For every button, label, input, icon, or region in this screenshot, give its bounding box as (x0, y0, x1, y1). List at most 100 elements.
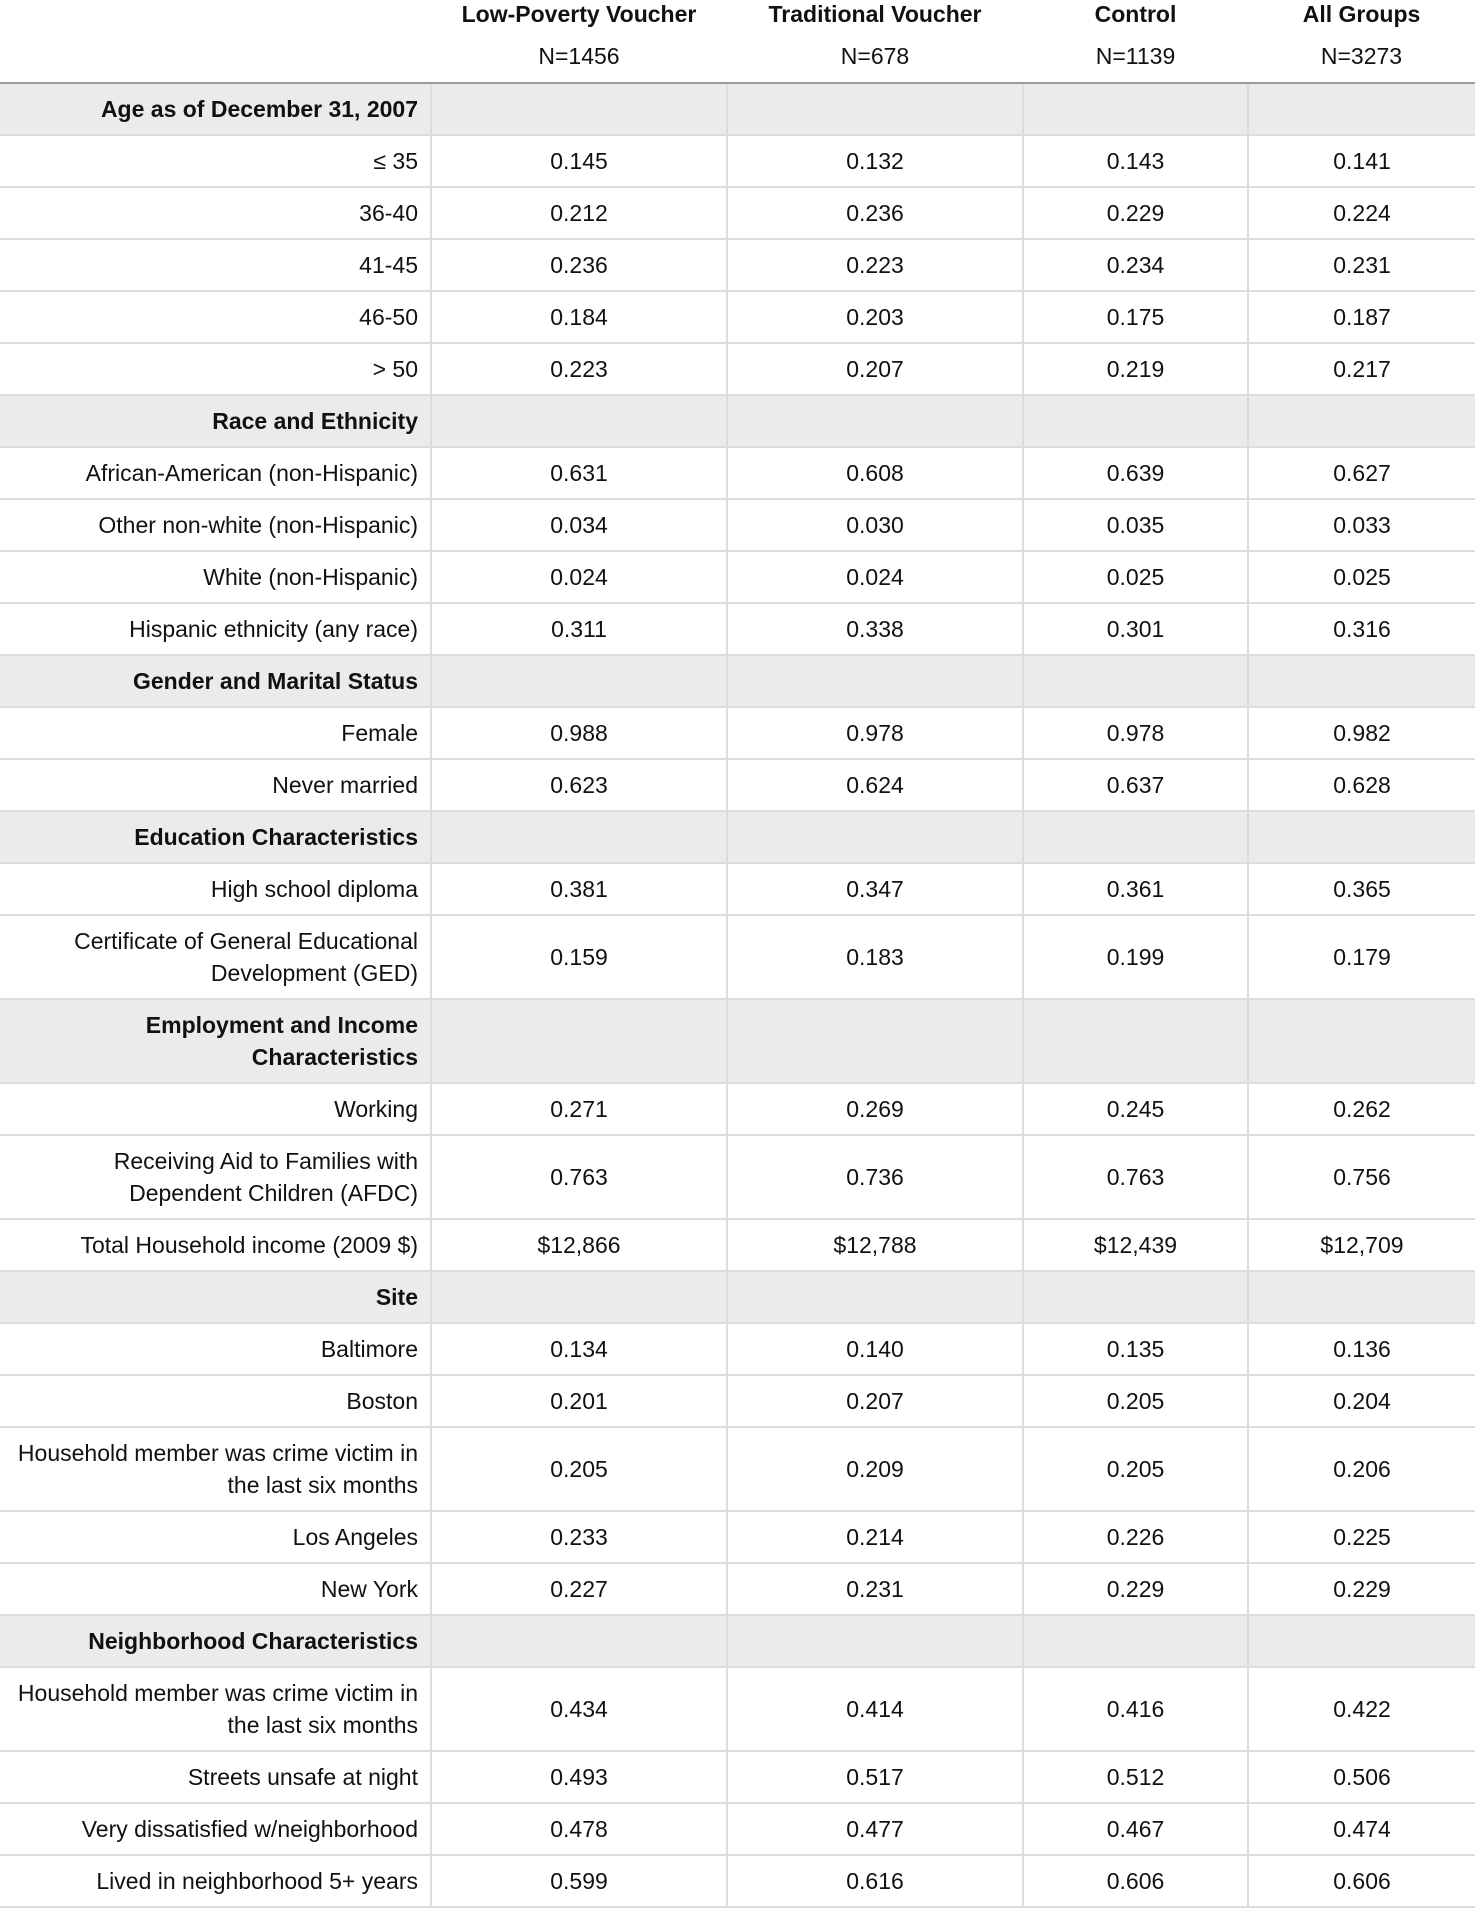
cell-value: $12,709 (1248, 1219, 1475, 1272)
table-header: Low-Poverty Voucher Traditional Voucher Co… (0, 0, 1475, 84)
cell-value: 0.159 (431, 915, 728, 1000)
cell-value: 0.225 (1248, 1511, 1475, 1564)
cell-value: 0.024 (431, 551, 728, 604)
cell-value: 0.271 (431, 1083, 728, 1136)
cell-value: 0.132 (727, 135, 1024, 188)
row-label: Boston (0, 1375, 432, 1428)
cell-value: 0.381 (431, 863, 728, 916)
row-label: Household member was crime victim in the… (0, 1667, 432, 1752)
data-row: Working 0.271 0.269 0.245 0.262 (0, 1083, 1475, 1136)
cell-value: 0.212 (431, 187, 728, 240)
data-row: Boston 0.201 0.207 0.205 0.204 (0, 1375, 1475, 1428)
section-blank-cell (431, 394, 728, 448)
data-row: > 50 0.223 0.207 0.219 0.217 (0, 343, 1475, 396)
cell-value: 0.209 (727, 1427, 1024, 1512)
section-title: Age as of December 31, 2007 (0, 82, 432, 136)
row-label: African-American (non-Hispanic) (0, 447, 432, 500)
cell-value: 0.223 (431, 343, 728, 396)
cell-value: 0.219 (1023, 343, 1249, 396)
cell-value: 0.229 (1023, 1563, 1249, 1616)
section-blank-cell (1248, 1270, 1475, 1324)
cell-value: 0.624 (727, 759, 1024, 812)
row-label: Baltimore (0, 1323, 432, 1376)
cell-value: 0.763 (1023, 1135, 1249, 1220)
data-row: Household member was crime victim in the… (0, 1667, 1475, 1752)
cell-value: 0.223 (727, 239, 1024, 292)
section-blank-cell (1248, 810, 1475, 864)
data-row: African-American (non-Hispanic) 0.631 0.60… (0, 447, 1475, 500)
cell-value: 0.422 (1248, 1667, 1475, 1752)
column-sample-size: N=1139 (1023, 36, 1248, 84)
group-sizes-row: N=1456 N=678 N=1139 N=3273 (0, 36, 1475, 84)
cell-value: 0.141 (1248, 135, 1475, 188)
row-label: ≤ 35 (0, 135, 432, 188)
column-header: Traditional Voucher (768, 1, 982, 27)
data-row: Baltimore 0.134 0.140 0.135 0.136 (0, 1323, 1475, 1376)
row-label: 41-45 (0, 239, 432, 292)
cell-value: 0.205 (431, 1427, 728, 1512)
section-blank-cell (727, 1270, 1024, 1324)
section-title: Neighborhood Characteristics (0, 1614, 432, 1668)
column-sample-size: N=678 (727, 36, 1023, 84)
cell-value: 0.145 (431, 135, 728, 188)
row-label: Certificate of General Educational Devel… (0, 915, 432, 1000)
section-blank-cell (1248, 998, 1475, 1084)
cell-value: 0.474 (1248, 1803, 1475, 1856)
cell-value: 0.234 (1023, 239, 1249, 292)
data-row: 41-45 0.236 0.223 0.234 0.231 (0, 239, 1475, 292)
cell-value: 0.187 (1248, 291, 1475, 344)
cell-value: 0.361 (1023, 863, 1249, 916)
cell-value: 0.978 (1023, 707, 1249, 760)
section-blank-cell (1248, 394, 1475, 448)
section-blank-cell (727, 394, 1024, 448)
row-label: Household member was crime victim in the… (0, 1427, 432, 1512)
cell-value: 0.184 (431, 291, 728, 344)
cell-value: 0.347 (727, 863, 1024, 916)
row-label: Lived in neighborhood 5+ years (0, 1855, 432, 1908)
cell-value: 0.637 (1023, 759, 1249, 812)
section-blank-cell (727, 998, 1024, 1084)
row-label: Female (0, 707, 432, 760)
data-row: Lived in neighborhood 5+ years 0.599 0.616… (0, 1855, 1475, 1908)
cell-value: 0.201 (431, 1375, 728, 1428)
cell-value: 0.025 (1248, 551, 1475, 604)
cell-value: 0.204 (1248, 1375, 1475, 1428)
data-row: Receiving Aid to Families with Dependent… (0, 1135, 1475, 1220)
cell-value: 0.639 (1023, 447, 1249, 500)
section-blank-cell (431, 1270, 728, 1324)
section-blank-cell (431, 810, 728, 864)
data-row: Total Household income (2009 $) $12,866 $1… (0, 1219, 1475, 1272)
section-blank-cell (431, 1614, 728, 1668)
cell-value: 0.205 (1023, 1375, 1249, 1428)
cell-value: 0.434 (431, 1667, 728, 1752)
section-blank-cell (727, 82, 1024, 136)
cell-value: 0.506 (1248, 1751, 1475, 1804)
cell-value: 0.623 (431, 759, 728, 812)
section-header-row: Race and Ethnicity (0, 394, 1475, 448)
cell-value: 0.236 (431, 239, 728, 292)
corner-cell (0, 0, 431, 36)
data-row: 36-40 0.212 0.236 0.229 0.224 (0, 187, 1475, 240)
data-row: Very dissatisfied w/neighborhood 0.478 0.4… (0, 1803, 1475, 1856)
cell-value: 0.134 (431, 1323, 728, 1376)
row-label: Very dissatisfied w/neighborhood (0, 1803, 432, 1856)
cell-value: 0.025 (1023, 551, 1249, 604)
section-blank-cell (727, 654, 1024, 708)
row-label: > 50 (0, 343, 432, 396)
cell-value: 0.135 (1023, 1323, 1249, 1376)
group-names-row: Low-Poverty Voucher Traditional Voucher Co… (0, 0, 1475, 36)
cell-value: 0.365 (1248, 863, 1475, 916)
cell-value: $12,439 (1023, 1219, 1249, 1272)
row-label: Receiving Aid to Families with Dependent… (0, 1135, 432, 1220)
cell-value: 0.736 (727, 1135, 1024, 1220)
section-title: Race and Ethnicity (0, 394, 432, 448)
section-blank-cell (1023, 1614, 1249, 1668)
row-label: Los Angeles (0, 1511, 432, 1564)
cell-value: 0.229 (1248, 1563, 1475, 1616)
row-label: High school diploma (0, 863, 432, 916)
cell-value: 0.229 (1023, 187, 1249, 240)
data-row: New York 0.227 0.231 0.229 0.229 (0, 1563, 1475, 1616)
section-blank-cell (727, 810, 1024, 864)
